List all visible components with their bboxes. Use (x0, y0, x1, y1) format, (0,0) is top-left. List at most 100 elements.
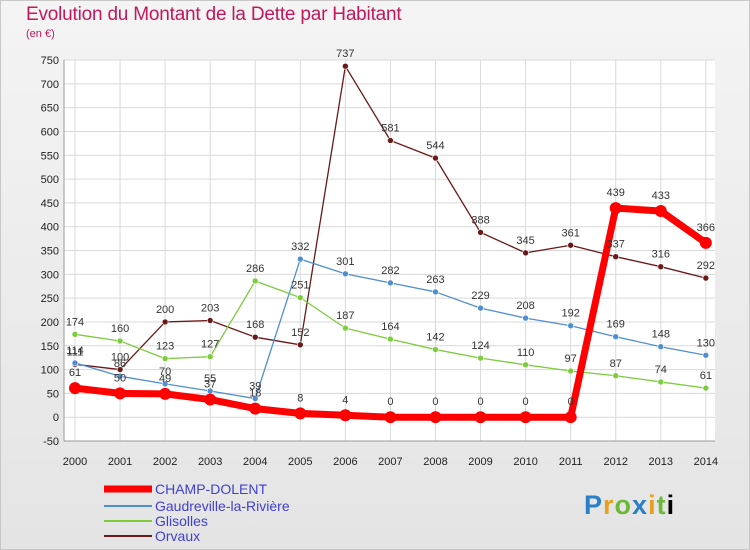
data-point (522, 314, 529, 322)
data-point (251, 333, 259, 341)
data-label: 55 (204, 373, 216, 385)
data-label: 187 (336, 310, 354, 322)
data-label: 86 (114, 358, 126, 370)
data-point (654, 204, 667, 217)
x-tick-label: 2005 (288, 456, 312, 468)
data-point (522, 249, 529, 257)
data-label: 70 (159, 366, 171, 378)
data-point (477, 304, 484, 312)
data-label: 37 (204, 379, 216, 391)
data-label: 332 (291, 241, 309, 253)
data-label: 127 (201, 339, 219, 351)
data-label: 130 (697, 337, 715, 349)
y-tick-label: 250 (41, 293, 59, 305)
data-point (657, 378, 665, 386)
data-point (206, 317, 214, 324)
x-tick-label: 2013 (649, 456, 673, 468)
data-point (161, 380, 169, 388)
y-tick-label: 50 (47, 388, 59, 400)
data-point (477, 354, 484, 362)
y-tick-label: 500 (41, 174, 59, 186)
data-label: 174 (66, 316, 84, 328)
data-point (702, 274, 710, 282)
data-label: 142 (426, 332, 444, 344)
data-point (204, 393, 217, 406)
data-label: 0 (477, 396, 483, 408)
x-tick-label: 2006 (333, 456, 357, 468)
data-label: 8 (297, 392, 303, 404)
data-label: 439 (607, 187, 625, 199)
y-tick-label: 600 (41, 126, 59, 138)
data-label: 100 (111, 352, 129, 364)
data-point (432, 154, 439, 162)
data-label: 39 (249, 381, 261, 393)
data-label: 337 (607, 239, 625, 251)
legend-label: Orvaux (155, 528, 200, 544)
data-point (657, 263, 665, 270)
data-point (249, 402, 262, 415)
chart-axes: -500501001502002503003504004505005506006… (41, 55, 718, 468)
data-point (432, 346, 439, 353)
data-point (474, 411, 487, 424)
data-point (657, 343, 665, 351)
data-label: 316 (652, 249, 670, 261)
data-point (251, 277, 259, 285)
legend-label: Gaudreville-la-Rivière (155, 498, 290, 514)
data-label: 18 (249, 388, 261, 400)
data-point (296, 341, 304, 349)
x-tick-label: 2009 (468, 456, 492, 468)
y-tick-label: 350 (41, 246, 59, 258)
data-point (69, 382, 81, 395)
y-tick-label: 550 (41, 150, 59, 162)
data-label: 169 (607, 319, 625, 331)
data-point (116, 366, 124, 373)
data-label: 286 (246, 263, 264, 275)
data-label: 208 (516, 300, 534, 312)
data-point (342, 62, 349, 70)
data-label: 168 (246, 319, 264, 331)
data-point (612, 372, 620, 380)
y-tick-label: 400 (41, 222, 59, 234)
data-label: 263 (426, 274, 444, 286)
legend-label: Glisolles (155, 513, 208, 529)
data-label: 61 (69, 367, 81, 379)
data-point (432, 288, 439, 296)
chart-legend: CHAMP-DOLENTGaudreville-la-RivièreGlisol… (104, 481, 290, 544)
x-tick-label: 2008 (423, 456, 447, 468)
x-tick-label: 2001 (108, 456, 132, 468)
y-tick-label: 200 (41, 317, 59, 329)
data-label: 0 (568, 396, 574, 408)
y-tick-label: 700 (41, 79, 59, 91)
data-point (387, 137, 394, 144)
chart-title: Evolution du Montant de la Dette par Hab… (26, 4, 402, 25)
data-label: 111 (67, 346, 84, 358)
y-tick-label: 150 (41, 341, 59, 353)
data-label: 97 (565, 353, 577, 365)
data-label: 148 (652, 329, 670, 341)
proxiti-logo: Proxiti (584, 490, 676, 520)
x-tick-label: 2012 (603, 456, 627, 468)
data-point (702, 351, 710, 359)
data-label: 282 (381, 265, 399, 277)
legend-label: CHAMP-DOLENT (155, 481, 267, 497)
data-label: 160 (111, 323, 129, 335)
data-label: 0 (387, 396, 393, 408)
y-tick-label: -50 (43, 436, 59, 448)
data-point (387, 335, 394, 343)
data-label: 544 (426, 140, 444, 152)
data-label: 0 (523, 396, 529, 408)
data-point (342, 270, 349, 278)
data-point (296, 294, 304, 301)
y-tick-label: 750 (41, 55, 59, 67)
data-label: 49 (159, 373, 171, 385)
data-label: 74 (655, 364, 667, 376)
y-tick-label: 0 (53, 412, 59, 424)
data-point (159, 387, 172, 400)
data-point (567, 241, 574, 249)
data-point (161, 318, 169, 326)
data-label: 192 (561, 308, 579, 320)
y-tick-label: 100 (41, 365, 59, 377)
chart-data-labels: 61 50 49 37 18 8 4 0 0 0 0 0 439 433 366 114 86 70 55 39 332… (66, 48, 715, 408)
data-point (339, 409, 352, 422)
data-label: 61 (700, 370, 712, 382)
